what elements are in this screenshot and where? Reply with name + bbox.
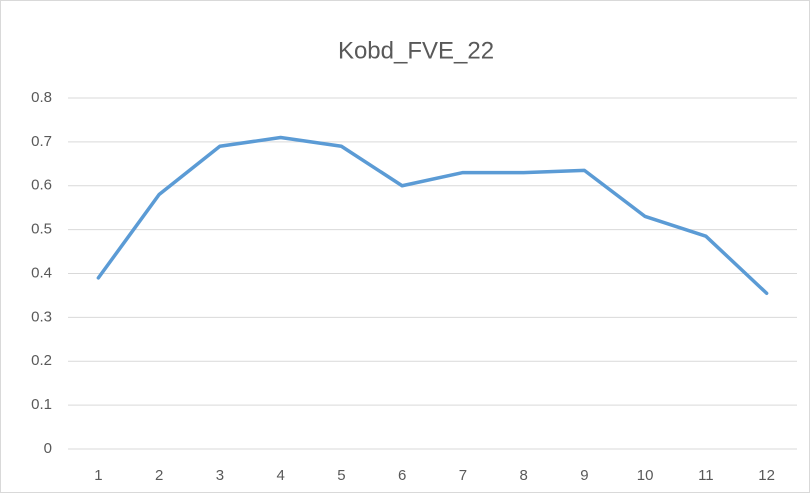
x-tick-label: 7 bbox=[459, 467, 467, 484]
data-line bbox=[96, 135, 769, 295]
y-tick-label: 0.1 bbox=[31, 396, 52, 413]
x-tick-label: 8 bbox=[519, 467, 527, 484]
x-tick-label: 11 bbox=[698, 467, 714, 484]
y-tick-label: 0.4 bbox=[31, 264, 52, 281]
y-tick-label: 0 bbox=[44, 440, 52, 457]
x-tick-label: 10 bbox=[637, 467, 654, 484]
y-tick-label: 0.7 bbox=[31, 133, 52, 150]
x-tick-label: 2 bbox=[155, 467, 163, 484]
y-tick-label: 0.2 bbox=[31, 352, 52, 369]
x-tick-label: 5 bbox=[337, 467, 345, 484]
x-tick-label: 6 bbox=[398, 467, 406, 484]
y-tick-label: 0.8 bbox=[31, 89, 52, 106]
y-tick-label: 0.6 bbox=[31, 177, 52, 194]
x-tick-label: 3 bbox=[216, 467, 224, 484]
x-tick-label: 12 bbox=[758, 467, 775, 484]
y-tick-label: 0.5 bbox=[31, 221, 52, 238]
chart-title: Kobd_FVE_22 bbox=[338, 37, 494, 64]
y-tick-label: 0.3 bbox=[31, 308, 52, 325]
x-tick-label: 1 bbox=[94, 467, 102, 484]
x-tick-label: 4 bbox=[276, 467, 284, 484]
x-tick-label: 9 bbox=[580, 467, 588, 484]
